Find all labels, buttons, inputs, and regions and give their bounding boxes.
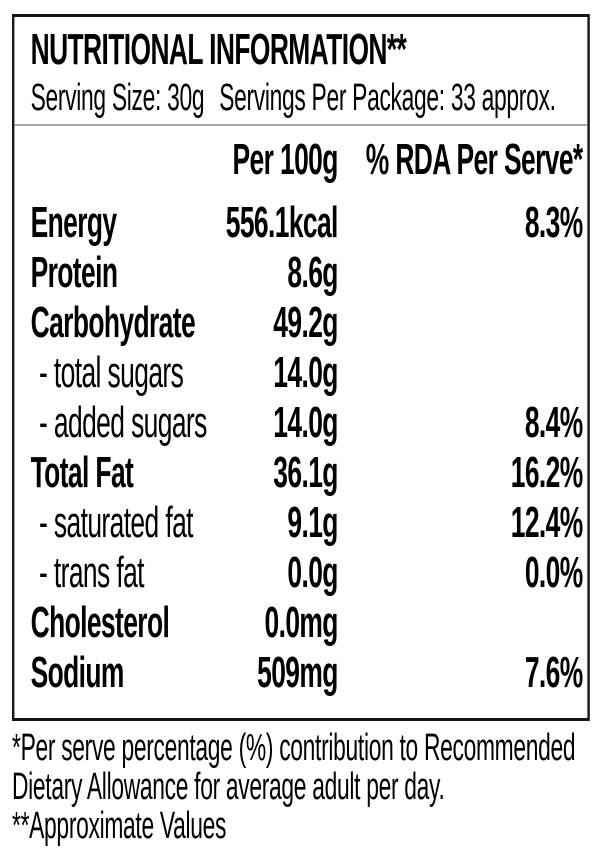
nutrient-value-per-100g: 14.0g	[273, 348, 338, 397]
table-row-trans-fat: - trans fat 0.0g 0.0%	[31, 548, 583, 598]
column-header-rda-per-serve: % RDA Per Serve*	[365, 135, 583, 184]
nutrient-name: - total sugars	[39, 348, 184, 397]
nutrient-name: Carbohydrate	[30, 298, 196, 347]
nutrient-value-per-100g: 14.0g	[273, 398, 338, 447]
nutrient-value-per-100g: 0.0g	[287, 548, 338, 597]
nutrient-value-per-100g: 36.1g	[273, 448, 338, 497]
nutrient-rda-percent: 8.3%	[524, 198, 583, 247]
serving-info: Serving Size: 30g Servings Per Package: 3…	[31, 75, 583, 121]
nutrient-value-per-100g: 0.0mg	[264, 598, 338, 647]
footnote-line-2: Dietary Allowance for average adult per …	[12, 766, 445, 808]
nutrient-name: Cholesterol	[30, 598, 170, 647]
nutrient-rda-percent	[338, 348, 583, 398]
nutrient-value-per-100g: 8.6g	[287, 248, 338, 297]
nutrient-name: - saturated fat	[39, 498, 193, 547]
table-row-saturated-fat: - saturated fat 9.1g 12.4%	[31, 498, 583, 548]
nutrient-value-per-100g: 509mg	[257, 648, 338, 697]
table-row-carbohydrate: Carbohydrate 49.2g	[31, 298, 583, 348]
table-row-cholesterol: Cholesterol 0.0mg	[31, 598, 583, 648]
footnote-line-3: **Approximate Values	[12, 805, 227, 847]
serving-divider-line	[14, 124, 588, 126]
nutrient-value-per-100g: 49.2g	[273, 298, 338, 347]
nutrient-rda-percent	[338, 248, 583, 298]
footnotes: *Per serve percentage (%) contribution t…	[12, 729, 594, 846]
nutrient-value-per-100g: 9.1g	[287, 498, 338, 547]
nutrient-name: Energy	[30, 198, 118, 247]
nutrition-label-box: NUTRITIONAL INFORMATION** Serving Size: …	[12, 14, 590, 721]
table-row-added-sugars: - added sugars 14.0g 8.4%	[31, 398, 583, 448]
column-header-per-100g: Per 100g	[232, 135, 339, 184]
table-row-energy: Energy 556.1kcal 8.3%	[30, 198, 584, 248]
servings-per-package-text: Servings Per Package: 33 approx.	[219, 77, 556, 119]
serving-size-text: Serving Size: 30g	[30, 77, 205, 119]
footnote-line-1: *Per serve percentage (%) contribution t…	[12, 727, 576, 769]
table-row-total-fat: Total Fat 36.1g 16.2%	[30, 448, 584, 498]
nutrient-rda-percent: 7.6%	[524, 648, 583, 697]
nutrient-rda-percent	[338, 298, 583, 348]
table-row-protein: Protein 8.6g	[31, 248, 583, 298]
nutrient-name: - added sugars	[39, 398, 207, 447]
nutrient-name: Protein	[30, 248, 118, 297]
nutrient-table: Energy 556.1kcal 8.3% Protein 8.6g Carbo…	[30, 198, 584, 698]
label-title: NUTRITIONAL INFORMATION**	[30, 25, 407, 74]
nutrient-rda-percent: 0.0%	[524, 548, 583, 597]
nutrient-name: - trans fat	[39, 548, 145, 597]
nutrient-rda-percent: 12.4%	[510, 498, 583, 547]
nutrient-rda-percent: 16.2%	[510, 448, 583, 497]
nutrient-name: Total Fat	[30, 448, 134, 497]
table-row-sodium: Sodium 509mg 7.6%	[30, 648, 584, 698]
table-row-total-sugars: - total sugars 14.0g	[31, 348, 583, 398]
nutrient-name: Sodium	[30, 648, 125, 697]
column-header-row: Per 100g % RDA Per Serve*	[31, 135, 584, 184]
column-header-spacer	[31, 136, 217, 184]
nutrient-rda-percent	[338, 598, 583, 648]
nutrient-rda-percent: 8.4%	[524, 398, 583, 447]
nutrient-value-per-100g: 556.1kcal	[225, 198, 339, 247]
